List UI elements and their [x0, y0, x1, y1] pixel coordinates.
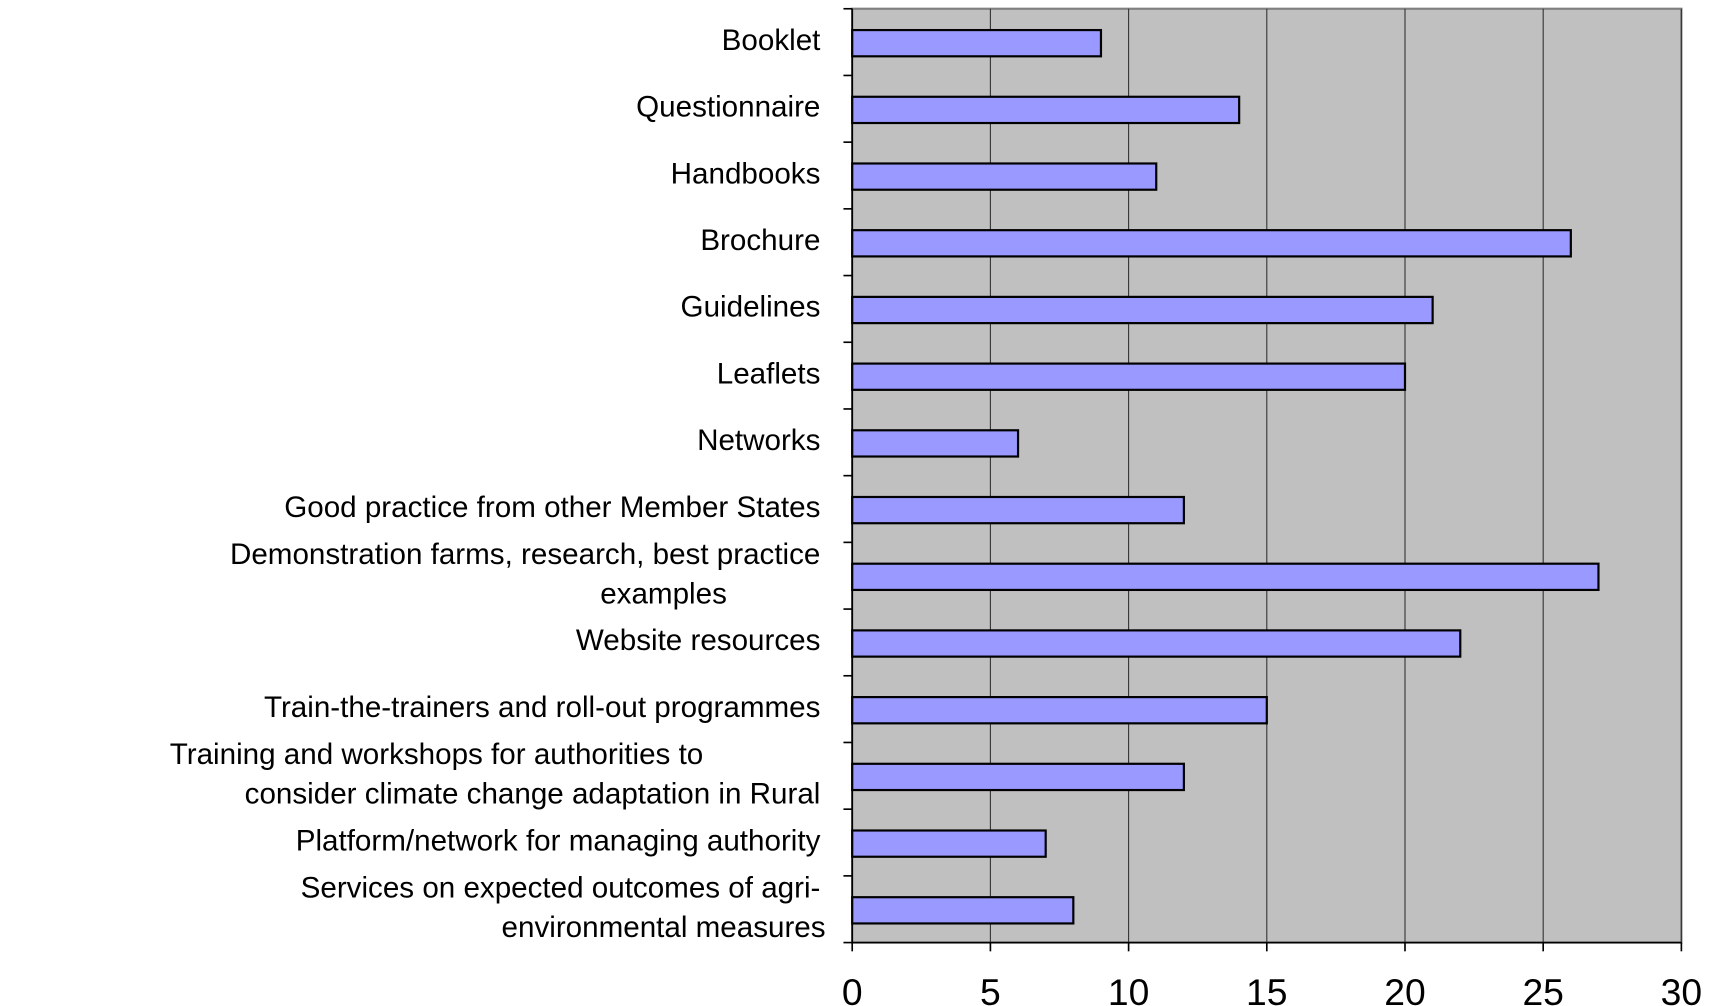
- y-tick-label: Demonstration farms, research, best prac…: [230, 538, 820, 610]
- bar: [851, 362, 1407, 391]
- y-tick-label: Platform/network for managing authority: [296, 824, 821, 857]
- bar: [851, 896, 1075, 925]
- bar: [851, 495, 1185, 525]
- bar: [851, 629, 1462, 658]
- x-tick-label: 15: [1246, 971, 1287, 1006]
- y-tick-label: Services on expected outcomes of agri-en…: [301, 871, 826, 943]
- x-tick-label: 20: [1384, 971, 1425, 1006]
- x-tick-label: 0: [842, 971, 863, 1006]
- bar: [851, 695, 1268, 725]
- y-tick-label: Train-the-trainers and roll-out programm…: [264, 691, 820, 724]
- x-tick-label: 10: [1108, 971, 1149, 1006]
- y-tick-label: Booklet: [722, 24, 821, 57]
- x-tick-label: 25: [1522, 971, 1563, 1006]
- label-line: consider climate change adaptation in Ru…: [245, 777, 821, 810]
- y-tick-label: Handbooks: [671, 157, 821, 190]
- y-tick-label: Brochure: [700, 224, 820, 257]
- label-line: Demonstration farms, research, best prac…: [230, 538, 820, 571]
- label-line: Services on expected outcomes of agri-: [301, 871, 821, 904]
- bar: [851, 295, 1434, 325]
- y-tick-label: Questionnaire: [636, 91, 820, 124]
- bar: [851, 762, 1185, 792]
- y-tick-label: Networks: [697, 424, 820, 457]
- x-tick-label: 30: [1661, 971, 1702, 1006]
- y-tick-label: Good practice from other Member States: [284, 491, 820, 524]
- bar: [851, 162, 1158, 191]
- bar: [851, 829, 1047, 858]
- label-line: Training and workshops for authorities t…: [170, 738, 703, 771]
- bar: [851, 95, 1241, 125]
- y-tick-label: Guidelines: [681, 291, 821, 324]
- bar: [851, 562, 1600, 592]
- y-tick-label: Website resources: [576, 624, 821, 657]
- bar: [851, 429, 1020, 458]
- label-line: environmental measures: [502, 911, 826, 944]
- x-tick-label: 5: [980, 971, 1001, 1006]
- y-tick-label: Training and workshops for authorities t…: [170, 738, 821, 810]
- bar: [851, 28, 1103, 58]
- bar: [851, 229, 1572, 258]
- y-tick-label: Leaflets: [717, 357, 821, 390]
- label-line: examples: [600, 577, 727, 610]
